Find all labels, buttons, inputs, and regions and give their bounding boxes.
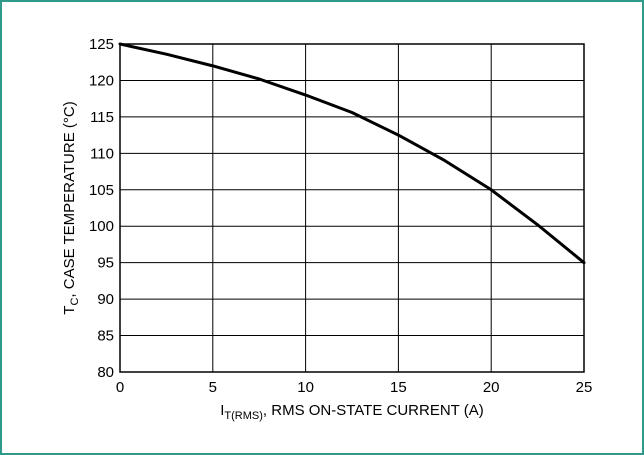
y-tick-label: 95 — [97, 255, 114, 272]
y-tick-label: 110 — [90, 145, 114, 162]
x-axis-label-main: I — [220, 402, 224, 419]
y-axis-label-rest: , CASE TEMPERATURE (°C) — [61, 101, 78, 297]
x-tick-label: 10 — [297, 379, 314, 396]
x-axis-label-sub: T(RMS) — [224, 410, 263, 422]
y-tick-label: 120 — [89, 72, 114, 89]
x-tick-label: 5 — [209, 379, 217, 396]
series-layer — [118, 42, 586, 265]
y-tick-label: 85 — [97, 328, 114, 345]
x-tick-labels: 0 5 10 15 20 25 — [116, 379, 593, 396]
y-tick-label: 90 — [97, 291, 114, 308]
y-axis-label-sub: C — [69, 298, 81, 306]
y-tick-label: 100 — [89, 218, 114, 235]
x-tick-label: 15 — [390, 379, 407, 396]
y-tick-label: 105 — [89, 182, 114, 199]
y-tick-label: 80 — [97, 364, 114, 381]
y-tick-label: 125 — [89, 36, 114, 53]
x-tick-label: 0 — [116, 379, 124, 396]
x-tick-label: 25 — [576, 379, 593, 396]
y-tick-labels: 80 85 90 95 100 105 110 115 120 125 — [89, 36, 114, 381]
plot-border — [119, 43, 585, 373]
x-axis-label: IT(RMS), RMS ON-STATE CURRENT (A) — [220, 402, 484, 422]
y-axis-label: TC, CASE TEMPERATURE (°C) — [61, 101, 81, 314]
x-tick-label: 20 — [483, 379, 500, 396]
series-line — [118, 42, 586, 265]
y-tick-label: 115 — [90, 109, 114, 126]
y-axis-label-main: T — [61, 306, 78, 315]
x-axis-label-rest: , RMS ON-STATE CURRENT (A) — [263, 402, 484, 419]
